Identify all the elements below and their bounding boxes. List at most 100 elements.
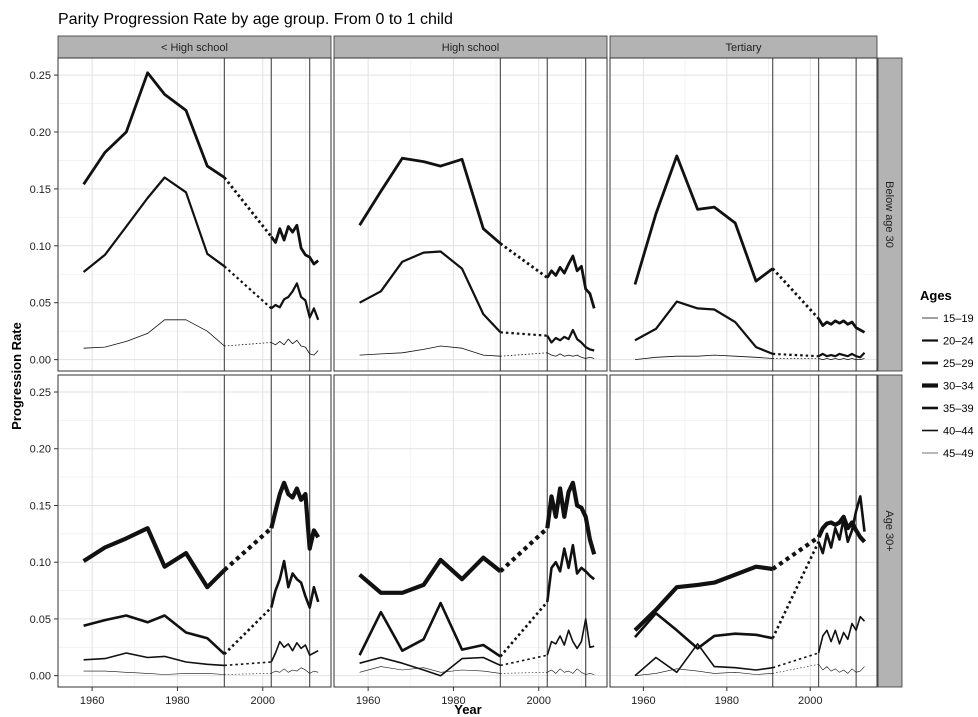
- facet-panel: [610, 58, 877, 371]
- series-line-recent-0: [818, 358, 865, 361]
- series-projection-0: [224, 342, 272, 347]
- series-projection-3: [223, 526, 273, 572]
- series-line-recent-0: [271, 338, 319, 356]
- series-line-recent-2: [817, 317, 866, 334]
- series-projection-5: [224, 661, 272, 667]
- series-projection-6: [500, 672, 548, 674]
- panel-series: [633, 154, 866, 361]
- series-projection-5: [500, 654, 548, 667]
- series-projection-4: [499, 601, 549, 658]
- series-line-5: [634, 643, 773, 677]
- series-projection-1: [772, 352, 819, 358]
- series-line-recent-1: [818, 352, 866, 359]
- series-line-2: [358, 156, 502, 245]
- series-line-recent-4: [546, 543, 596, 603]
- series-line-6: [359, 666, 501, 674]
- panel-border: [609, 57, 878, 372]
- panel-series: [358, 156, 596, 359]
- y-tick-label: 0.15: [30, 184, 51, 196]
- panel-background: [334, 58, 607, 371]
- series-line-recent-3: [269, 480, 320, 551]
- panel-background: [58, 375, 331, 687]
- series-line-3: [633, 564, 773, 632]
- series-projection-2: [223, 176, 273, 238]
- x-tick-label: 2000: [527, 695, 551, 707]
- x-axis-title: Year: [454, 702, 481, 717]
- y-tick-label: 0.00: [30, 671, 51, 683]
- y-axis-title: Progression Rate: [9, 322, 24, 430]
- panel-series: [358, 480, 597, 677]
- series-projection-2: [771, 267, 820, 320]
- x-tick-label: 1980: [441, 695, 465, 707]
- series-line-recent-2: [546, 254, 596, 309]
- panel-border: [609, 374, 878, 688]
- series-projection-4: [223, 606, 273, 656]
- series-line-2: [82, 71, 226, 186]
- series-line-recent-6: [547, 668, 595, 675]
- row-strip-label: Age 30+: [883, 510, 895, 551]
- facet-panel: [334, 58, 607, 371]
- series-projection-6: [224, 673, 272, 675]
- series-projection-1: [500, 331, 548, 337]
- legend: Ages 15–19 20–24 25–29 30–34 35–39 40–44 45–49: [920, 288, 974, 460]
- series-line-recent-2: [270, 223, 320, 266]
- x-tick-label: 2000: [798, 695, 822, 707]
- series-line-recent-4: [817, 495, 866, 555]
- x-tick-label: 1960: [80, 695, 104, 707]
- series-line-2: [633, 154, 774, 285]
- legend-label: 20–24: [943, 336, 974, 348]
- panel-series: [633, 495, 867, 677]
- facet-panel: [334, 375, 607, 687]
- series-line-recent-0: [547, 352, 595, 359]
- column-strip-label: < High school: [161, 42, 228, 54]
- x-tick-label: 1980: [165, 695, 189, 707]
- panel-background: [334, 375, 607, 687]
- series-line-recent-4: [270, 559, 320, 609]
- series-line-1: [359, 250, 502, 334]
- series-line-5: [83, 652, 225, 667]
- series-line-recent-5: [270, 640, 319, 663]
- x-tick-label: 1960: [631, 695, 655, 707]
- y-tick-label: 0.20: [30, 444, 51, 456]
- y-tick-label: 0.25: [30, 387, 51, 399]
- legend-label: 45–49: [943, 448, 974, 460]
- series-line-recent-6: [271, 667, 319, 674]
- panels-layer: < High school High school Tertiary Below ag…: [57, 35, 903, 688]
- series-line-0: [634, 354, 773, 360]
- chart-title: Parity Progression Rate by age group. Fr…: [58, 11, 453, 28]
- row-strip-label: Below age 30: [883, 181, 895, 248]
- series-line-6: [83, 670, 225, 675]
- series-line-1: [634, 300, 774, 355]
- row-strip: [877, 57, 903, 372]
- series-line-3: [82, 526, 226, 590]
- series-line-recent-1: [270, 282, 320, 321]
- panel-background: [610, 58, 877, 371]
- axes-layer: 0.00 0.05 0.10 0.15 0.20 0.25 0.00 0.05 0.10 0.15…: [30, 70, 823, 707]
- panel-series: [82, 480, 320, 675]
- series-line-6: [634, 668, 773, 676]
- series-line-4: [634, 611, 773, 650]
- y-tick-label: 0.05: [30, 614, 51, 626]
- facet-panel: [58, 375, 331, 687]
- series-line-recent-5: [546, 618, 595, 656]
- legend-label: 35–39: [943, 403, 974, 415]
- series-line-4: [83, 614, 226, 656]
- column-strip-label: High school: [442, 42, 499, 54]
- panel-border: [333, 374, 608, 688]
- series-line-3: [358, 555, 502, 595]
- series-projection-5: [772, 652, 819, 669]
- y-tick-label: 0.00: [30, 355, 51, 367]
- panel-border: [57, 374, 332, 688]
- series-line-4: [358, 601, 502, 658]
- facet-panel: [58, 58, 331, 371]
- panel-border: [333, 57, 608, 372]
- series-line-recent-6: [818, 664, 865, 674]
- row-strip: [877, 374, 903, 688]
- series-line-recent-3: [816, 514, 867, 544]
- series-line-0: [83, 319, 225, 349]
- series-projection-6: [772, 664, 819, 674]
- legend-label: 30–34: [943, 381, 974, 393]
- panel-border: [57, 57, 332, 372]
- series-line-recent-1: [546, 328, 595, 352]
